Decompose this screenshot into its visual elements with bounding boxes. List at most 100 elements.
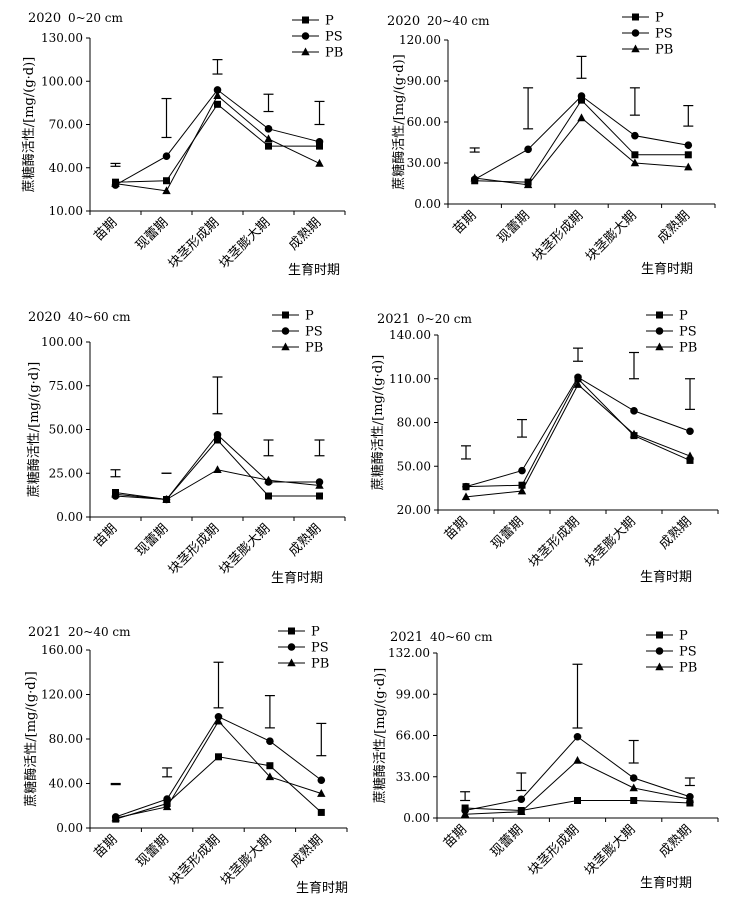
legend-marker-pb <box>281 342 290 351</box>
y-tick-label: 40.00 <box>49 161 83 175</box>
y-tick-label: 80.00 <box>397 416 431 430</box>
x-tick-label: 苗期 <box>451 208 480 237</box>
y-axis-label: 蔗糖酶活性/[mg/(g·d)] <box>372 668 388 803</box>
panel-year: 2021 <box>28 625 61 640</box>
y-tick-label: 10.00 <box>49 204 83 218</box>
data-point-pb <box>214 716 223 725</box>
legend-marker-p <box>656 311 663 319</box>
data-point-ps <box>315 138 324 146</box>
data-point-p <box>684 151 692 159</box>
data-point-pb <box>685 794 695 803</box>
series-line-pb <box>115 469 320 501</box>
x-tick-label: 块茎形成期 <box>526 514 583 571</box>
legend-marker-ps <box>287 643 296 651</box>
data-point-pb <box>461 492 471 501</box>
legend-marker-pb <box>287 658 296 667</box>
legend-marker-ps <box>301 32 310 40</box>
data-point-pb <box>460 809 470 818</box>
x-tick-label: 现蕾期 <box>489 514 527 552</box>
y-tick-label: 30.00 <box>407 156 441 170</box>
x-tick-label: 苗期 <box>91 215 120 244</box>
x-tick-label: 现蕾期 <box>133 521 171 559</box>
data-point-ps <box>577 92 586 100</box>
panel-depth: 0~20 cm <box>417 312 472 326</box>
legend-label: P <box>325 14 334 29</box>
legend-label: P <box>679 309 688 324</box>
data-point-pb <box>629 429 639 438</box>
legend-marker-p <box>282 311 289 319</box>
data-point-ps <box>213 86 222 94</box>
x-tick-label: 苗期 <box>91 521 120 550</box>
series-line-pb <box>115 720 322 819</box>
legend-marker-p <box>288 627 295 635</box>
x-axis-label: 生育时期 <box>271 570 323 586</box>
legend-marker-ps <box>655 327 664 335</box>
series-line-pb <box>465 383 691 498</box>
data-point-p <box>215 753 222 761</box>
legend-marker-pb <box>301 47 310 56</box>
data-point-pb <box>470 173 479 182</box>
legend-marker-p <box>656 631 663 639</box>
data-point-p <box>266 762 274 770</box>
data-point-ps <box>317 776 326 784</box>
x-tick-label: 现蕾期 <box>495 208 533 246</box>
x-axis-label: 生育时期 <box>296 880 348 896</box>
panel-year: 2020 <box>28 11 61 26</box>
data-point-ps <box>684 141 693 150</box>
data-point-pb <box>111 813 120 822</box>
data-point-pb <box>213 465 222 474</box>
y-tick-label: 132.00 <box>388 646 430 660</box>
data-point-p <box>214 100 221 108</box>
data-point-p <box>686 456 694 464</box>
y-tick-label: 120.00 <box>41 688 83 702</box>
y-tick-label: 0.00 <box>56 821 83 835</box>
x-tick-label: 块茎膨大期 <box>582 514 639 571</box>
legend-label: PB <box>679 661 697 676</box>
y-tick-label: 50.00 <box>397 459 431 473</box>
x-tick-label: 块茎膨大期 <box>217 215 274 272</box>
legend-label: PS <box>305 325 323 340</box>
data-point-pb <box>162 495 171 503</box>
data-point-p <box>686 799 694 807</box>
y-tick-label: 75.00 <box>49 379 83 393</box>
data-point-pb <box>265 772 275 781</box>
data-point-p <box>316 492 323 500</box>
y-tick-label: 25.00 <box>49 466 83 480</box>
series-line-pb <box>115 94 320 192</box>
y-tick-label: 33.00 <box>396 770 430 784</box>
y-tick-label: 100.00 <box>41 335 83 349</box>
data-point-pb <box>517 807 526 816</box>
y-tick-label: 90.00 <box>407 74 441 88</box>
y-tick-label: 0.00 <box>56 510 83 524</box>
data-point-p <box>317 808 325 816</box>
panel-depth: 20~40 cm <box>427 14 490 28</box>
x-tick-label: 苗期 <box>441 822 470 851</box>
data-point-pb <box>162 186 171 195</box>
legend-label: P <box>305 309 314 324</box>
y-axis-label: 蔗糖酶活性/[mg/(g·d)] <box>391 54 407 189</box>
x-tick-label: 块茎膨大期 <box>582 822 639 879</box>
y-tick-label: 66.00 <box>396 729 430 743</box>
y-tick-label: 99.00 <box>396 687 430 701</box>
y-tick-label: 130.00 <box>41 31 83 45</box>
x-tick-label: 成熟期 <box>285 521 324 560</box>
data-point-pb <box>264 475 273 484</box>
x-tick-label: 块茎膨大期 <box>217 521 274 578</box>
chart-panel-5: 0.00 40.00 80.00 120.00 160.00 苗期 现蕾期块茎形成期块茎膨大… <box>23 625 348 897</box>
data-point-ps <box>573 732 582 741</box>
series-line-p <box>465 377 691 488</box>
y-tick-label: 0.00 <box>403 811 430 825</box>
y-axis-label: 蔗糖酶活性/[mg/(g·d)] <box>26 362 42 497</box>
x-axis-label: 生育时期 <box>288 262 340 278</box>
legend-label: PS <box>325 30 343 45</box>
data-point-ps <box>629 774 638 782</box>
y-tick-label: 140.00 <box>389 328 431 342</box>
legend-marker-pb <box>655 662 664 671</box>
panel-depth: 40~60 cm <box>68 310 131 324</box>
panel-depth: 20~40 cm <box>68 625 131 639</box>
data-point-pb <box>317 789 326 797</box>
y-axis-label: 蔗糖酶活性/[mg/(g·d)] <box>23 671 39 806</box>
data-point-p <box>163 177 170 185</box>
legend-marker-pb <box>655 342 664 351</box>
legend-marker-ps <box>281 327 290 335</box>
